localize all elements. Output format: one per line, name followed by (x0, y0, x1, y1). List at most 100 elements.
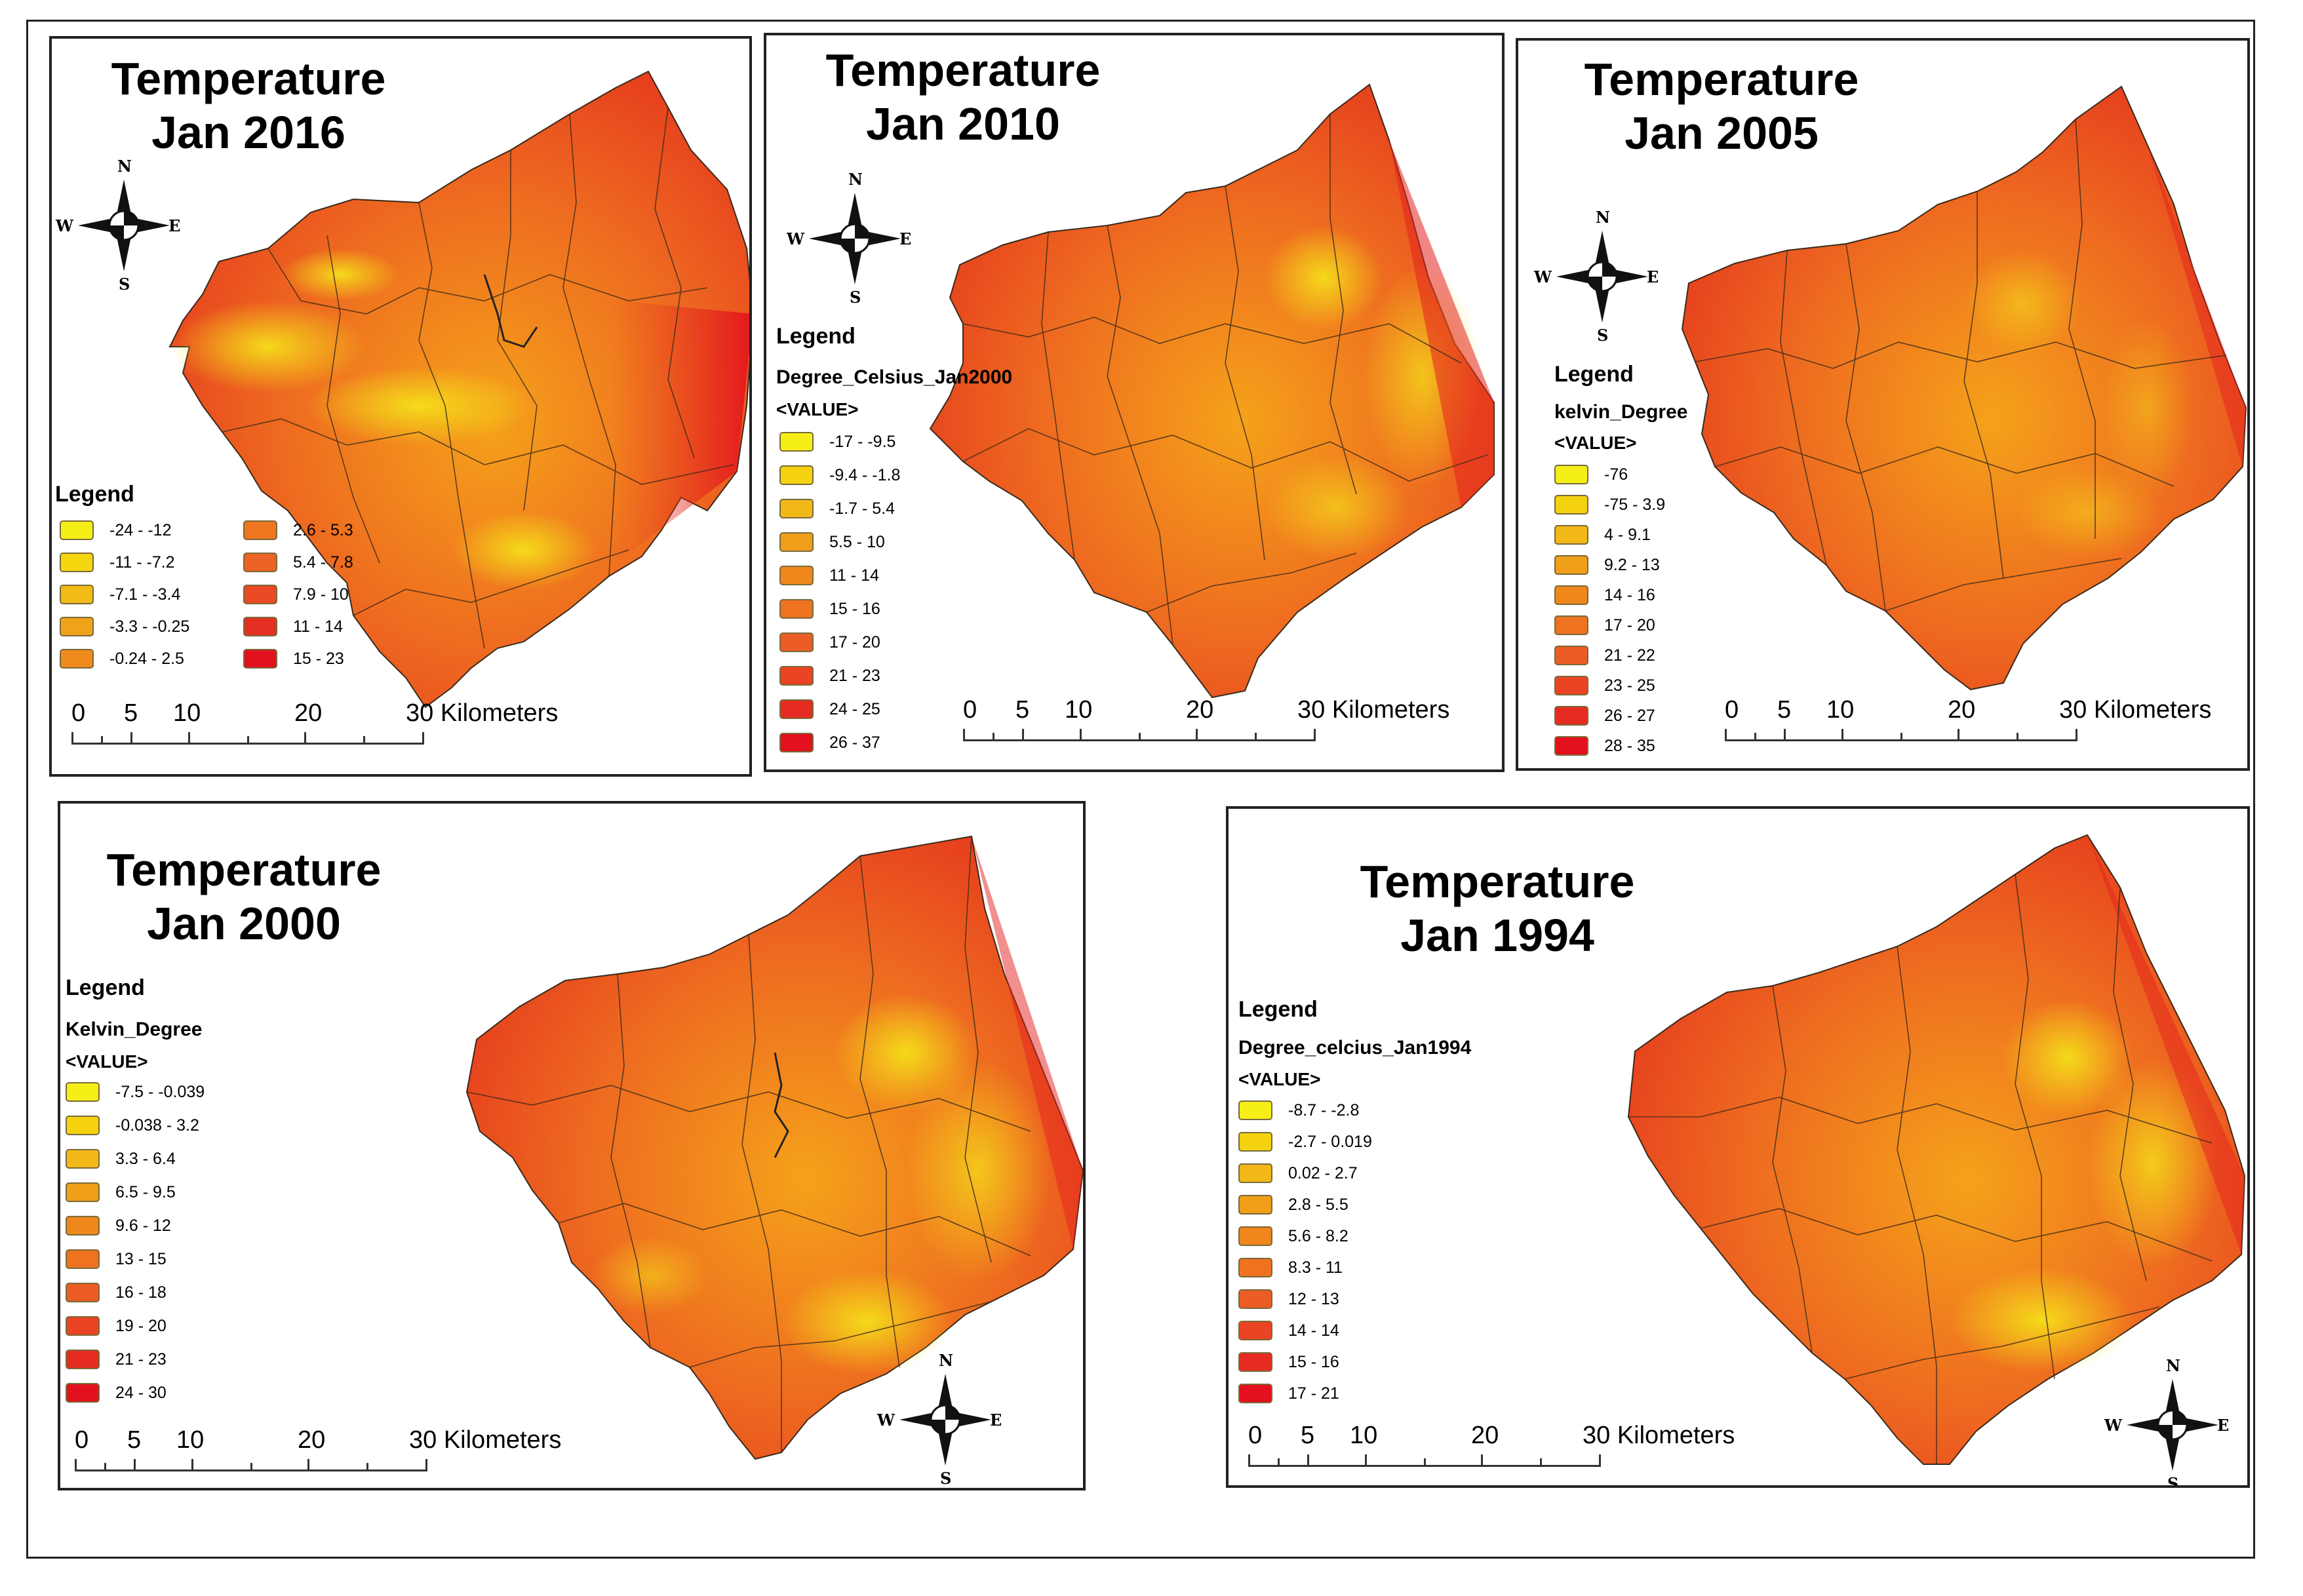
legend-item: -0.038 - 3.2 (66, 1112, 199, 1139)
scale-bar-label: 10 (1350, 1422, 1378, 1449)
legend-label: -8.7 - -2.8 (1288, 1100, 1360, 1119)
legend-label: 14 - 14 (1288, 1321, 1339, 1340)
compass-rose-icon (2127, 1379, 2218, 1471)
compass-n-label: N (1596, 208, 1610, 227)
legend-label: 21 - 22 (1604, 646, 1655, 665)
legend-field-name: Kelvin_Degree (66, 1019, 203, 1040)
legend-value-label: <VALUE> (66, 1051, 148, 1072)
scale-bar-tick (104, 1463, 106, 1471)
legend-item: 4 - 9.1 (1554, 522, 1651, 548)
legend-swatch (60, 649, 94, 669)
legend-swatch (779, 566, 814, 585)
panel-title: Temperature Jan 2010 (825, 45, 1101, 149)
scale-bar: 0 5 10 20 30 Kilometers (1248, 1422, 1735, 1481)
legend-label: 17 - 20 (1604, 615, 1655, 634)
scale-bar-label: 5 (1301, 1422, 1315, 1449)
legend-swatch (1238, 1321, 1272, 1340)
legend-field-name: Degree_celcius_Jan1994 (1238, 1037, 1472, 1059)
scale-bar-tick (1278, 1458, 1280, 1466)
legend-swatch (1554, 525, 1588, 545)
legend-swatch (779, 599, 814, 619)
compass-e-label: E (899, 229, 912, 248)
legend-swatch (1554, 736, 1588, 756)
legend-label: 21 - 23 (115, 1350, 167, 1369)
legend-swatch (1554, 495, 1588, 515)
legend-label: 28 - 35 (1604, 736, 1655, 755)
legend-swatch (1554, 706, 1588, 726)
legend-label: -11 - -7.2 (109, 553, 175, 572)
compass-rose-icon (78, 180, 170, 271)
scale-bar-label: 20 (1948, 696, 1976, 724)
legend-title: Legend (55, 482, 134, 507)
legend-item: 16 - 18 (66, 1279, 167, 1306)
legend-label: 16 - 18 (115, 1283, 167, 1302)
legend-item: -11 - -7.2 (60, 549, 175, 575)
scale-bar-tick (1784, 729, 1786, 741)
scale-bar-tick (307, 1459, 309, 1471)
legend-label: 9.6 - 12 (115, 1216, 171, 1235)
scale-bar-label: 0 (1248, 1422, 1263, 1449)
compass-rose-icon (899, 1374, 991, 1466)
compass-s-label: S (2167, 1474, 2179, 1488)
legend-label: 2.8 - 5.5 (1288, 1195, 1348, 1214)
legend-swatch (779, 699, 814, 719)
scale-bar-tick (1900, 733, 1902, 741)
legend-swatch (243, 585, 277, 604)
legend-item: 24 - 25 (779, 696, 880, 722)
scale-bar-tick (1481, 1454, 1483, 1467)
legend-item: 26 - 27 (1554, 703, 1655, 729)
legend-value-label: <VALUE> (1238, 1069, 1321, 1089)
legend-item: 0.02 - 2.7 (1238, 1160, 1358, 1186)
compass-n-label: N (117, 157, 132, 176)
panel-jan2016: Temperature Jan 2016 N S E W Legend -24 … (49, 36, 752, 777)
legend-item: 23 - 25 (1554, 672, 1655, 699)
legend-swatch (1238, 1132, 1272, 1152)
legend-label: 15 - 16 (829, 599, 880, 618)
legend-swatch (1554, 585, 1588, 605)
scale-bar-tick (422, 732, 424, 745)
legend-swatch (243, 617, 277, 636)
scale-bar-label: 30 Kilometers (406, 699, 559, 727)
legend-label: -24 - -12 (109, 520, 172, 539)
scale-bar-label: 10 (1065, 696, 1093, 724)
scale-bar-label: 20 (1186, 696, 1214, 724)
panel-title: Temperature Jan 2000 (106, 844, 382, 949)
legend-swatch (1238, 1352, 1272, 1372)
legend-item: 9.2 - 13 (1554, 552, 1660, 578)
legend-label: 24 - 30 (115, 1383, 167, 1402)
legend-item: -0.24 - 2.5 (60, 646, 184, 672)
compass-rose-icon (1556, 231, 1648, 322)
legend-item: 12 - 13 (1238, 1286, 1339, 1312)
scale-bar-tick (1841, 729, 1843, 741)
scale-bar-tick (71, 732, 73, 745)
scale-bar-tick (1139, 733, 1141, 741)
north-arrow: N S E W (783, 166, 911, 311)
scale-bar-tick (1248, 1454, 1250, 1467)
legend-label: 11 - 14 (293, 617, 343, 636)
legend-item: -9.4 - -1.8 (779, 462, 900, 488)
legend-label: 0.02 - 2.7 (1288, 1163, 1358, 1182)
compass-w-label: W (787, 229, 804, 248)
compass-w-label: W (1534, 267, 1552, 286)
legend-label: -0.038 - 3.2 (115, 1116, 199, 1135)
scale-bar-tick (2017, 733, 2018, 741)
legend-label: -1.7 - 5.4 (829, 499, 896, 518)
legend-swatch (1238, 1258, 1272, 1277)
legend-swatch (779, 532, 814, 552)
scale-bar-label: 10 (1826, 696, 1855, 724)
legend-label: 17 - 20 (829, 633, 880, 652)
scale-bar-tick (188, 732, 190, 745)
compass-s-label: S (119, 275, 130, 294)
compass-e-label: E (990, 1411, 1002, 1430)
panel-title: Temperature Jan 2016 (111, 53, 386, 158)
scale-bar-label: 5 (1015, 696, 1030, 724)
scale-bar-tick (134, 1459, 136, 1471)
scale-bar-label: 30 Kilometers (409, 1426, 562, 1454)
legend-label: 19 - 20 (115, 1316, 167, 1335)
scale-bar-tick (1424, 1458, 1426, 1466)
scale-bar-label: 0 (75, 1426, 89, 1454)
scale-bar: 0 5 10 20 30 Kilometers (75, 1426, 561, 1485)
legend-swatch (66, 1316, 100, 1336)
legend-item: 21 - 22 (1554, 642, 1655, 669)
scale-bar-tick (247, 736, 249, 744)
